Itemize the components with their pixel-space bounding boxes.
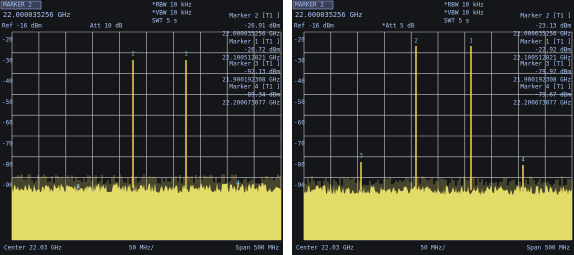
center-frequency: Center 22.03 GHz (296, 245, 354, 252)
marker-name: Marker 1 [T1 ] (229, 39, 280, 46)
marker-tag: 4 (521, 157, 525, 164)
marker-tag: 3 (359, 153, 363, 160)
marker-level: -92.13 dBm (244, 69, 281, 76)
vbw: *VBW 10 kHz (152, 10, 192, 17)
y-label: -40 (294, 78, 305, 85)
marker-tag: 2 (414, 38, 418, 45)
marker-tag: 1 (469, 38, 473, 45)
vbw: *VBW 10 kHz (444, 10, 484, 17)
y-label: -70 (294, 141, 305, 148)
sweep-time: SWT 5 s (152, 18, 178, 25)
marker-level: -22.92 dBm (535, 47, 572, 54)
marker-name: Marker 4 [T1 ] (229, 84, 280, 91)
y-label: -50 (294, 99, 305, 106)
y-label: -80 (294, 161, 305, 168)
marker-name: Marker 1 [T1 ] (520, 39, 571, 46)
noise-floor (12, 183, 281, 240)
marker-title: MARKER 2 (295, 2, 324, 9)
attenuation: Att 10 dB (90, 23, 123, 30)
marker-name: Marker 2 [T1 ] (229, 13, 280, 20)
sweep-time: SWT 5 s (444, 18, 470, 25)
marker-level: -79.67 dBm (535, 92, 572, 99)
y-label: -20 (2, 37, 13, 44)
y-label: -70 (2, 141, 13, 148)
span: Span 500 MHz (236, 245, 280, 252)
analyzer-screen: -20 -30 -40 -50 -60 -70 -80 -90 2 1 3 4 MARKER 2 22.0… (0, 0, 283, 255)
y-label: -90 (2, 182, 13, 189)
marker-name: Marker 4 [T1 ] (520, 84, 571, 91)
attenuation: *Att 5 dB (382, 23, 415, 30)
marker-level: -26.91 dBm (244, 23, 281, 30)
ref-level: Ref -16 dBm (294, 23, 334, 30)
rbw: *RBW 10 kHz (444, 2, 484, 9)
y-label: -60 (2, 120, 13, 127)
y-label: -40 (2, 78, 13, 85)
y-label: -60 (294, 120, 305, 127)
marker-frequency: 21.900192308 GHz (222, 77, 280, 84)
y-label: -50 (2, 99, 13, 106)
marker-frequency: 22.200673077 GHz (513, 100, 571, 107)
marker-tag: 1 (184, 51, 188, 58)
marker-name: Marker 3 [T1 ] (229, 61, 280, 68)
rbw: *RBW 10 kHz (152, 2, 192, 9)
y-label: -90 (294, 182, 305, 189)
marker-frequency: 21.900192308 GHz (513, 77, 571, 84)
marker-name: Marker 2 [T1 ] (520, 13, 571, 20)
marker-freq: 22.000035256 GHz (295, 11, 362, 19)
ref-level: Ref -16 dBm (2, 23, 42, 30)
span: Span 500 MHz (527, 245, 571, 252)
screenshot: -20 -30 -40 -50 -60 -70 -80 -90 2 1 3 4 MARKER 2 22.0… (0, 0, 574, 255)
scale: 50 MHz/ (129, 245, 155, 252)
marker-level: -23.13 dBm (535, 23, 572, 30)
marker-name: Marker 3 [T1 ] (520, 61, 571, 68)
y-label: -80 (2, 161, 13, 168)
marker-freq: 22.000035256 GHz (3, 11, 70, 19)
marker-tag: 3 (76, 184, 80, 191)
marker-title: MARKER 2 (3, 2, 32, 9)
marker-frequency: 22.200673077 GHz (222, 100, 280, 107)
y-label: -20 (294, 37, 305, 44)
marker-frequency: 22.000035256 GHz (513, 31, 571, 38)
marker-level: -79.97 dBm (535, 69, 572, 76)
scale: 50 MHz/ (420, 245, 446, 252)
marker-tag: 4 (236, 180, 240, 187)
marker-level: -89.34 dBm (244, 92, 281, 99)
marker-level: -26.72 dBm (244, 47, 281, 54)
marker-tag: 2 (131, 51, 135, 58)
analyzer-screen: -20 -30 -40 -50 -60 -70 -80 -90 2 1 3 4 MARKER 2 22.0… (292, 0, 574, 255)
y-label: -30 (2, 57, 13, 64)
y-label: -30 (294, 57, 305, 64)
center-frequency: Center 22.03 GHz (4, 245, 62, 252)
marker-frequency: 22.000035256 GHz (222, 31, 280, 38)
